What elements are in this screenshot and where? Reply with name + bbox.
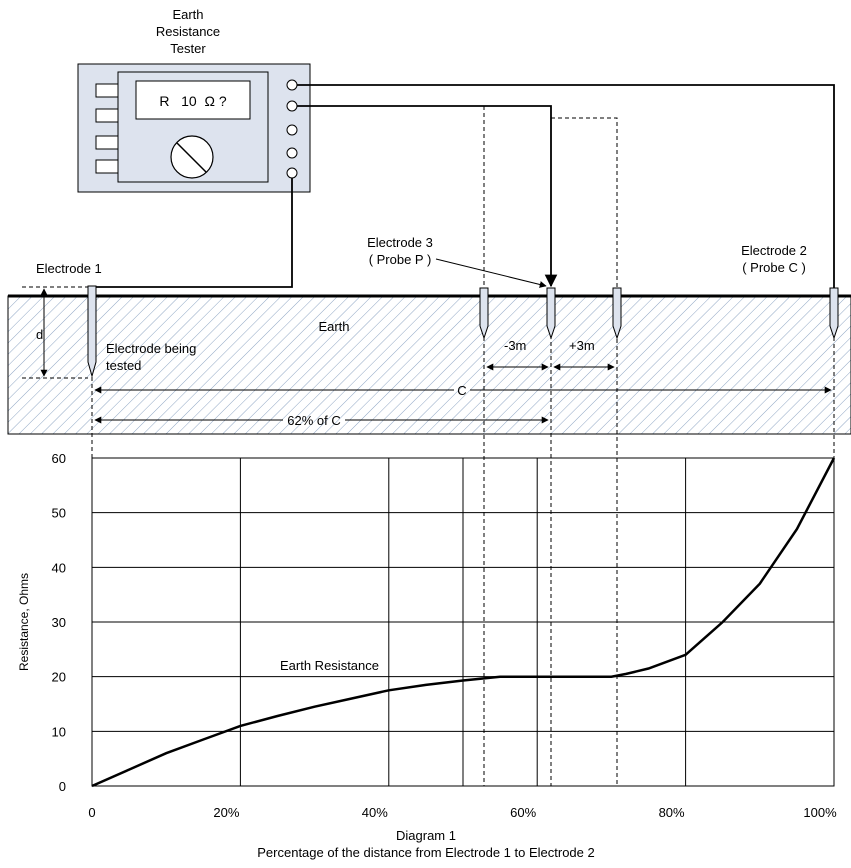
- tester-terminal-5: [286, 167, 298, 179]
- y-tick-label: 60: [52, 451, 66, 466]
- x-tick-label: 0: [88, 805, 95, 820]
- tester-key-3: [95, 135, 119, 150]
- x-tick-label: 100%: [803, 805, 837, 820]
- electrode-right-stake: [612, 287, 622, 340]
- y-tick-label: 40: [52, 560, 66, 575]
- earth-label: Earth: [318, 319, 349, 334]
- wire-electrode-1: [92, 178, 293, 288]
- electrode-left-stake: [479, 287, 489, 340]
- earth-resistance-curve: [91, 457, 836, 788]
- electrode-3-pointer: [435, 258, 547, 288]
- electrode-1-label: Electrode 1: [36, 261, 102, 276]
- earth-resistance-tester: Earth Resistance Tester R 10 Ω ?: [77, 7, 311, 193]
- electrode-3-label-line-1: Electrode 3: [367, 235, 433, 250]
- tester-key-1: [95, 83, 119, 98]
- y-tick-label: 0: [59, 779, 66, 794]
- tester-title-line-2: Resistance: [156, 24, 220, 39]
- x-tick-label: 40%: [362, 805, 388, 820]
- electrode-2-label-line-1: Electrode 2: [741, 243, 807, 258]
- earth-ground: [7, 295, 851, 435]
- resistance-chart: 0 10 20 30 40 50 60 0 20% 40% 60% 80% 100% Earth Re…: [17, 451, 837, 860]
- tester-key-4: [95, 159, 119, 174]
- y-axis-title: Resistance, Ohms: [17, 573, 31, 671]
- pct62-label: 62% of C: [287, 413, 340, 428]
- chart-grid: [91, 457, 835, 787]
- tester-title-line-3: Tester: [170, 41, 206, 56]
- tested-label-line-1: Electrode being: [106, 341, 196, 356]
- electrode-2-stake: [829, 287, 839, 340]
- wire-electrode-3: [297, 105, 558, 288]
- y-tick-label: 20: [52, 670, 66, 685]
- x-tick-label: 20%: [213, 805, 239, 820]
- tester-key-2: [95, 108, 119, 123]
- x-axis-title-line-1: Diagram 1: [396, 828, 456, 843]
- dashed-guide-right-probe: [551, 117, 618, 786]
- tester-dial-needle: [176, 142, 207, 173]
- electrode-1-stake: [87, 285, 97, 378]
- electrode-2-label-line-2: ( Probe C ): [742, 260, 806, 275]
- electrode-3-stake: [546, 287, 556, 340]
- y-tick-label: 10: [52, 724, 66, 739]
- x-tick-label: 80%: [659, 805, 685, 820]
- y-tick-label: 30: [52, 615, 66, 630]
- tester-terminal-1: [286, 79, 298, 91]
- tester-title-line-1: Earth: [172, 7, 203, 22]
- x-tick-label: 60%: [510, 805, 536, 820]
- tester-display-text: R 10 Ω ?: [159, 93, 226, 109]
- wire-electrode-2: [297, 84, 835, 288]
- plus-3m-label: +3m: [569, 338, 595, 353]
- minus-3m-label: -3m: [504, 338, 526, 353]
- curve-label: Earth Resistance: [280, 658, 379, 673]
- c-label: C: [457, 383, 466, 398]
- depth-label: d: [36, 327, 43, 342]
- tested-label-line-2: tested: [106, 358, 141, 373]
- x-axis-ticks: 0 20% 40% 60% 80% 100%: [88, 805, 837, 820]
- x-axis-title-line-2: Percentage of the distance from Electrod…: [257, 845, 594, 860]
- tester-terminal-3: [286, 124, 298, 136]
- tester-display: [135, 80, 251, 120]
- tester-terminal-4: [286, 147, 298, 159]
- y-tick-label: 50: [52, 506, 66, 521]
- y-axis-ticks: 0 10 20 30 40 50 60: [52, 451, 66, 794]
- electrode-3-label-line-2: ( Probe P ): [369, 252, 432, 267]
- tester-terminal-2: [286, 100, 298, 112]
